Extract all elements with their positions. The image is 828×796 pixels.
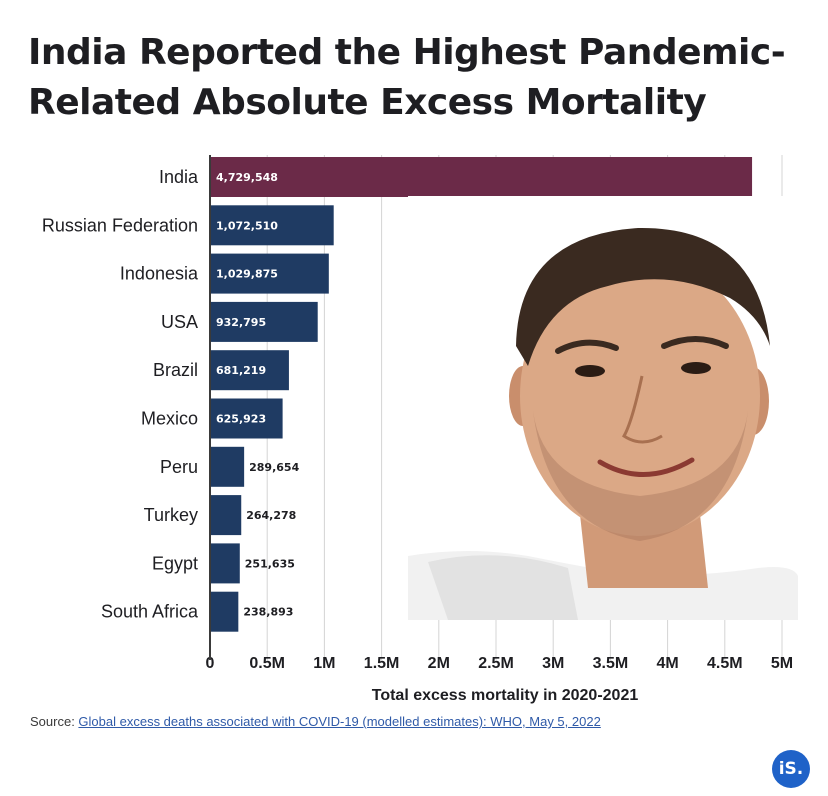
category-label: Indonesia: [120, 264, 199, 284]
category-label: Mexico: [141, 409, 198, 429]
category-label: Egypt: [152, 553, 198, 573]
x-tick-label: 4M: [656, 655, 678, 672]
category-label: Russian Federation: [42, 215, 198, 235]
portrait-photo: [408, 196, 798, 620]
data-label: 1,072,510: [216, 219, 278, 232]
bar: [211, 301, 318, 342]
x-tick-label: 0: [206, 655, 215, 672]
source-link[interactable]: Global excess deaths associated with COV…: [78, 714, 601, 729]
data-label: 681,219: [216, 364, 266, 377]
source-note: Source: Global excess deaths associated …: [30, 714, 601, 729]
x-tick-label: 4.5M: [707, 655, 743, 672]
bar: [211, 495, 242, 536]
category-label: South Africa: [101, 602, 199, 622]
x-tick-label: 1.5M: [364, 655, 400, 672]
title-line-1: India Reported the Highest Pandemic-: [28, 32, 786, 73]
data-label: 238,893: [243, 606, 293, 619]
chart-title: India Reported the Highest Pandemic- Rel…: [28, 28, 808, 128]
x-tick-label: 2.5M: [478, 655, 514, 672]
bar: [211, 350, 289, 391]
data-label: 4,729,548: [216, 171, 278, 184]
data-label: 1,029,875: [216, 268, 278, 281]
x-tick-label: 5M: [771, 655, 793, 672]
x-tick-label: 0.5M: [249, 655, 285, 672]
x-axis-title: Total excess mortality in 2020-2021: [372, 687, 639, 704]
x-tick-label: 2M: [428, 655, 450, 672]
category-label: Peru: [160, 457, 198, 477]
data-label: 251,635: [245, 557, 295, 570]
x-tick-label: 3.5M: [593, 655, 629, 672]
data-label: 625,923: [216, 413, 266, 426]
bar: [211, 446, 245, 487]
bar: [211, 398, 283, 439]
bar: [211, 253, 329, 294]
category-label: Brazil: [153, 360, 198, 380]
category-label: USA: [161, 312, 198, 332]
bar: [211, 205, 334, 246]
x-tick-label: 1M: [313, 655, 335, 672]
data-label: 932,795: [216, 316, 266, 329]
x-tick-label: 3M: [542, 655, 564, 672]
bar: [211, 157, 753, 197]
bar: [211, 591, 239, 632]
brand-logo: iS.: [772, 750, 810, 788]
bar: [211, 543, 240, 584]
source-prefix: Source:: [30, 714, 79, 729]
category-label: Turkey: [144, 505, 198, 525]
title-line-2: Related Absolute Excess Mortality: [28, 82, 707, 123]
category-label: India: [159, 167, 199, 187]
data-label: 289,654: [249, 461, 299, 474]
data-label: 264,278: [246, 509, 296, 522]
